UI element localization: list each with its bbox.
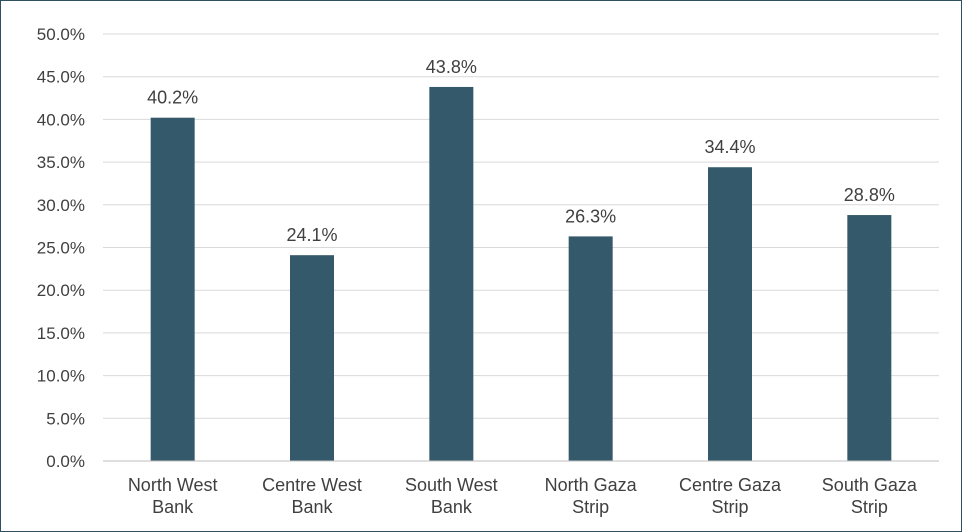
y-tick-label: 10.0%: [37, 367, 85, 386]
data-label: 28.8%: [844, 185, 895, 205]
category-label: Bank: [291, 497, 333, 517]
bar: [429, 86, 474, 461]
category-label: Strip: [711, 497, 748, 517]
category-label: Centre West: [262, 475, 362, 495]
y-axis-ticks: 0.0% 5.0% 10.0% 15.0% 20.0% 25.0% 30.0% 35.0% 40…: [37, 25, 85, 471]
y-tick-label: 45.0%: [37, 68, 85, 87]
data-label: 26.3%: [565, 206, 616, 226]
data-label: 43.8%: [426, 57, 477, 77]
bar: [847, 215, 892, 461]
category-label: North West: [128, 475, 218, 495]
y-tick-label: 5.0%: [46, 409, 85, 428]
category-label: South Gaza: [822, 475, 918, 495]
category-label: South West: [405, 475, 498, 495]
bars: [150, 86, 892, 461]
bar: [290, 255, 334, 461]
y-tick-label: 25.0%: [37, 239, 85, 258]
category-label: Bank: [431, 497, 473, 517]
y-tick-label: 50.0%: [37, 25, 85, 44]
data-label: 40.2%: [147, 88, 198, 108]
category-label: Strip: [572, 497, 609, 517]
y-tick-label: 30.0%: [37, 196, 85, 215]
data-label: 24.1%: [286, 225, 337, 245]
gridlines: [103, 33, 939, 419]
category-label: Centre Gaza: [679, 475, 782, 495]
category-label: North Gaza: [545, 475, 638, 495]
category-label: Bank: [152, 497, 194, 517]
bar: [150, 117, 195, 461]
y-tick-label: 20.0%: [37, 281, 85, 300]
y-tick-label: 15.0%: [37, 324, 85, 343]
data-label: 34.4%: [704, 137, 755, 157]
data-labels: 40.2% 24.1% 43.8% 26.3% 34.4% 28.8%: [147, 57, 895, 245]
y-tick-label: 0.0%: [46, 452, 85, 471]
category-label: Strip: [851, 497, 888, 517]
y-tick-label: 35.0%: [37, 153, 85, 172]
bar: [568, 236, 613, 461]
bar: [708, 167, 752, 461]
y-tick-label: 40.0%: [37, 110, 85, 129]
